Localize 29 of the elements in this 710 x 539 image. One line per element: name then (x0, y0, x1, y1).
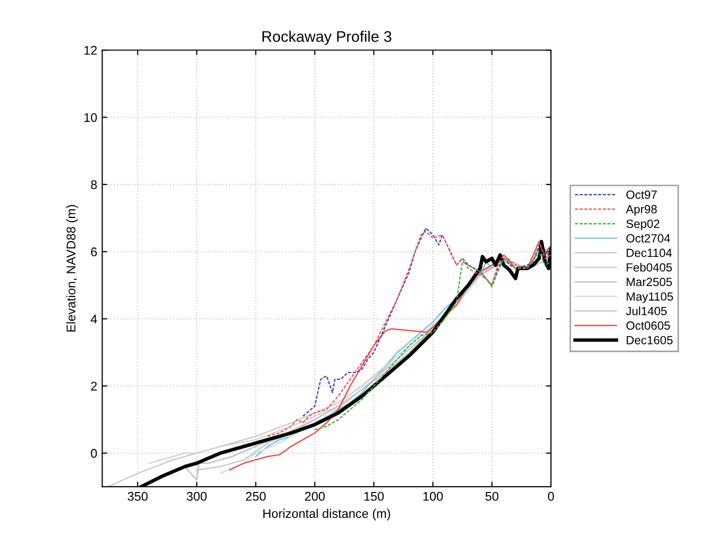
x-tick-label: 350 (128, 492, 148, 501)
legend-label: Apr98 (626, 205, 657, 216)
x-axis-title: Horizontal distance (m) (263, 508, 390, 520)
y-tick-label: 10 (84, 113, 97, 122)
x-tick-label: 300 (186, 492, 207, 501)
legend-label: Feb0405 (626, 262, 672, 272)
legend-label: May1105 (626, 292, 674, 304)
legend-label: Jul1405 (626, 306, 667, 316)
x-tick-label: 150 (364, 492, 384, 501)
x-tick-label: 50 (485, 492, 498, 501)
y-tick-label: 2 (91, 382, 97, 390)
y-tick-label: 0 (90, 448, 97, 458)
legend-label: Mar2505 (626, 278, 672, 286)
legend-label: Sep02 (626, 220, 660, 230)
legend-label: Dec1605 (626, 336, 673, 344)
legend-label: Oct97 (626, 190, 657, 199)
chart-title: Rockaway Profile 3 (262, 30, 392, 45)
y-tick-label: 8 (90, 180, 97, 190)
y-tick-label: 4 (90, 314, 98, 324)
x-tick-label: 0 (548, 492, 554, 501)
legend-label: Dec1104 (626, 248, 672, 258)
legend-label: Oct0605 (626, 321, 670, 330)
y-tick-label: 6 (91, 247, 97, 256)
y-tick-label: 12 (84, 46, 97, 55)
legend-label: Oct2704 (626, 234, 670, 242)
x-tick-label: 250 (246, 492, 266, 501)
x-tick-label: 200 (304, 492, 325, 501)
y-axis-title: Elevation, NAVD88 (m) (66, 205, 78, 332)
x-tick-label: 100 (423, 492, 443, 501)
